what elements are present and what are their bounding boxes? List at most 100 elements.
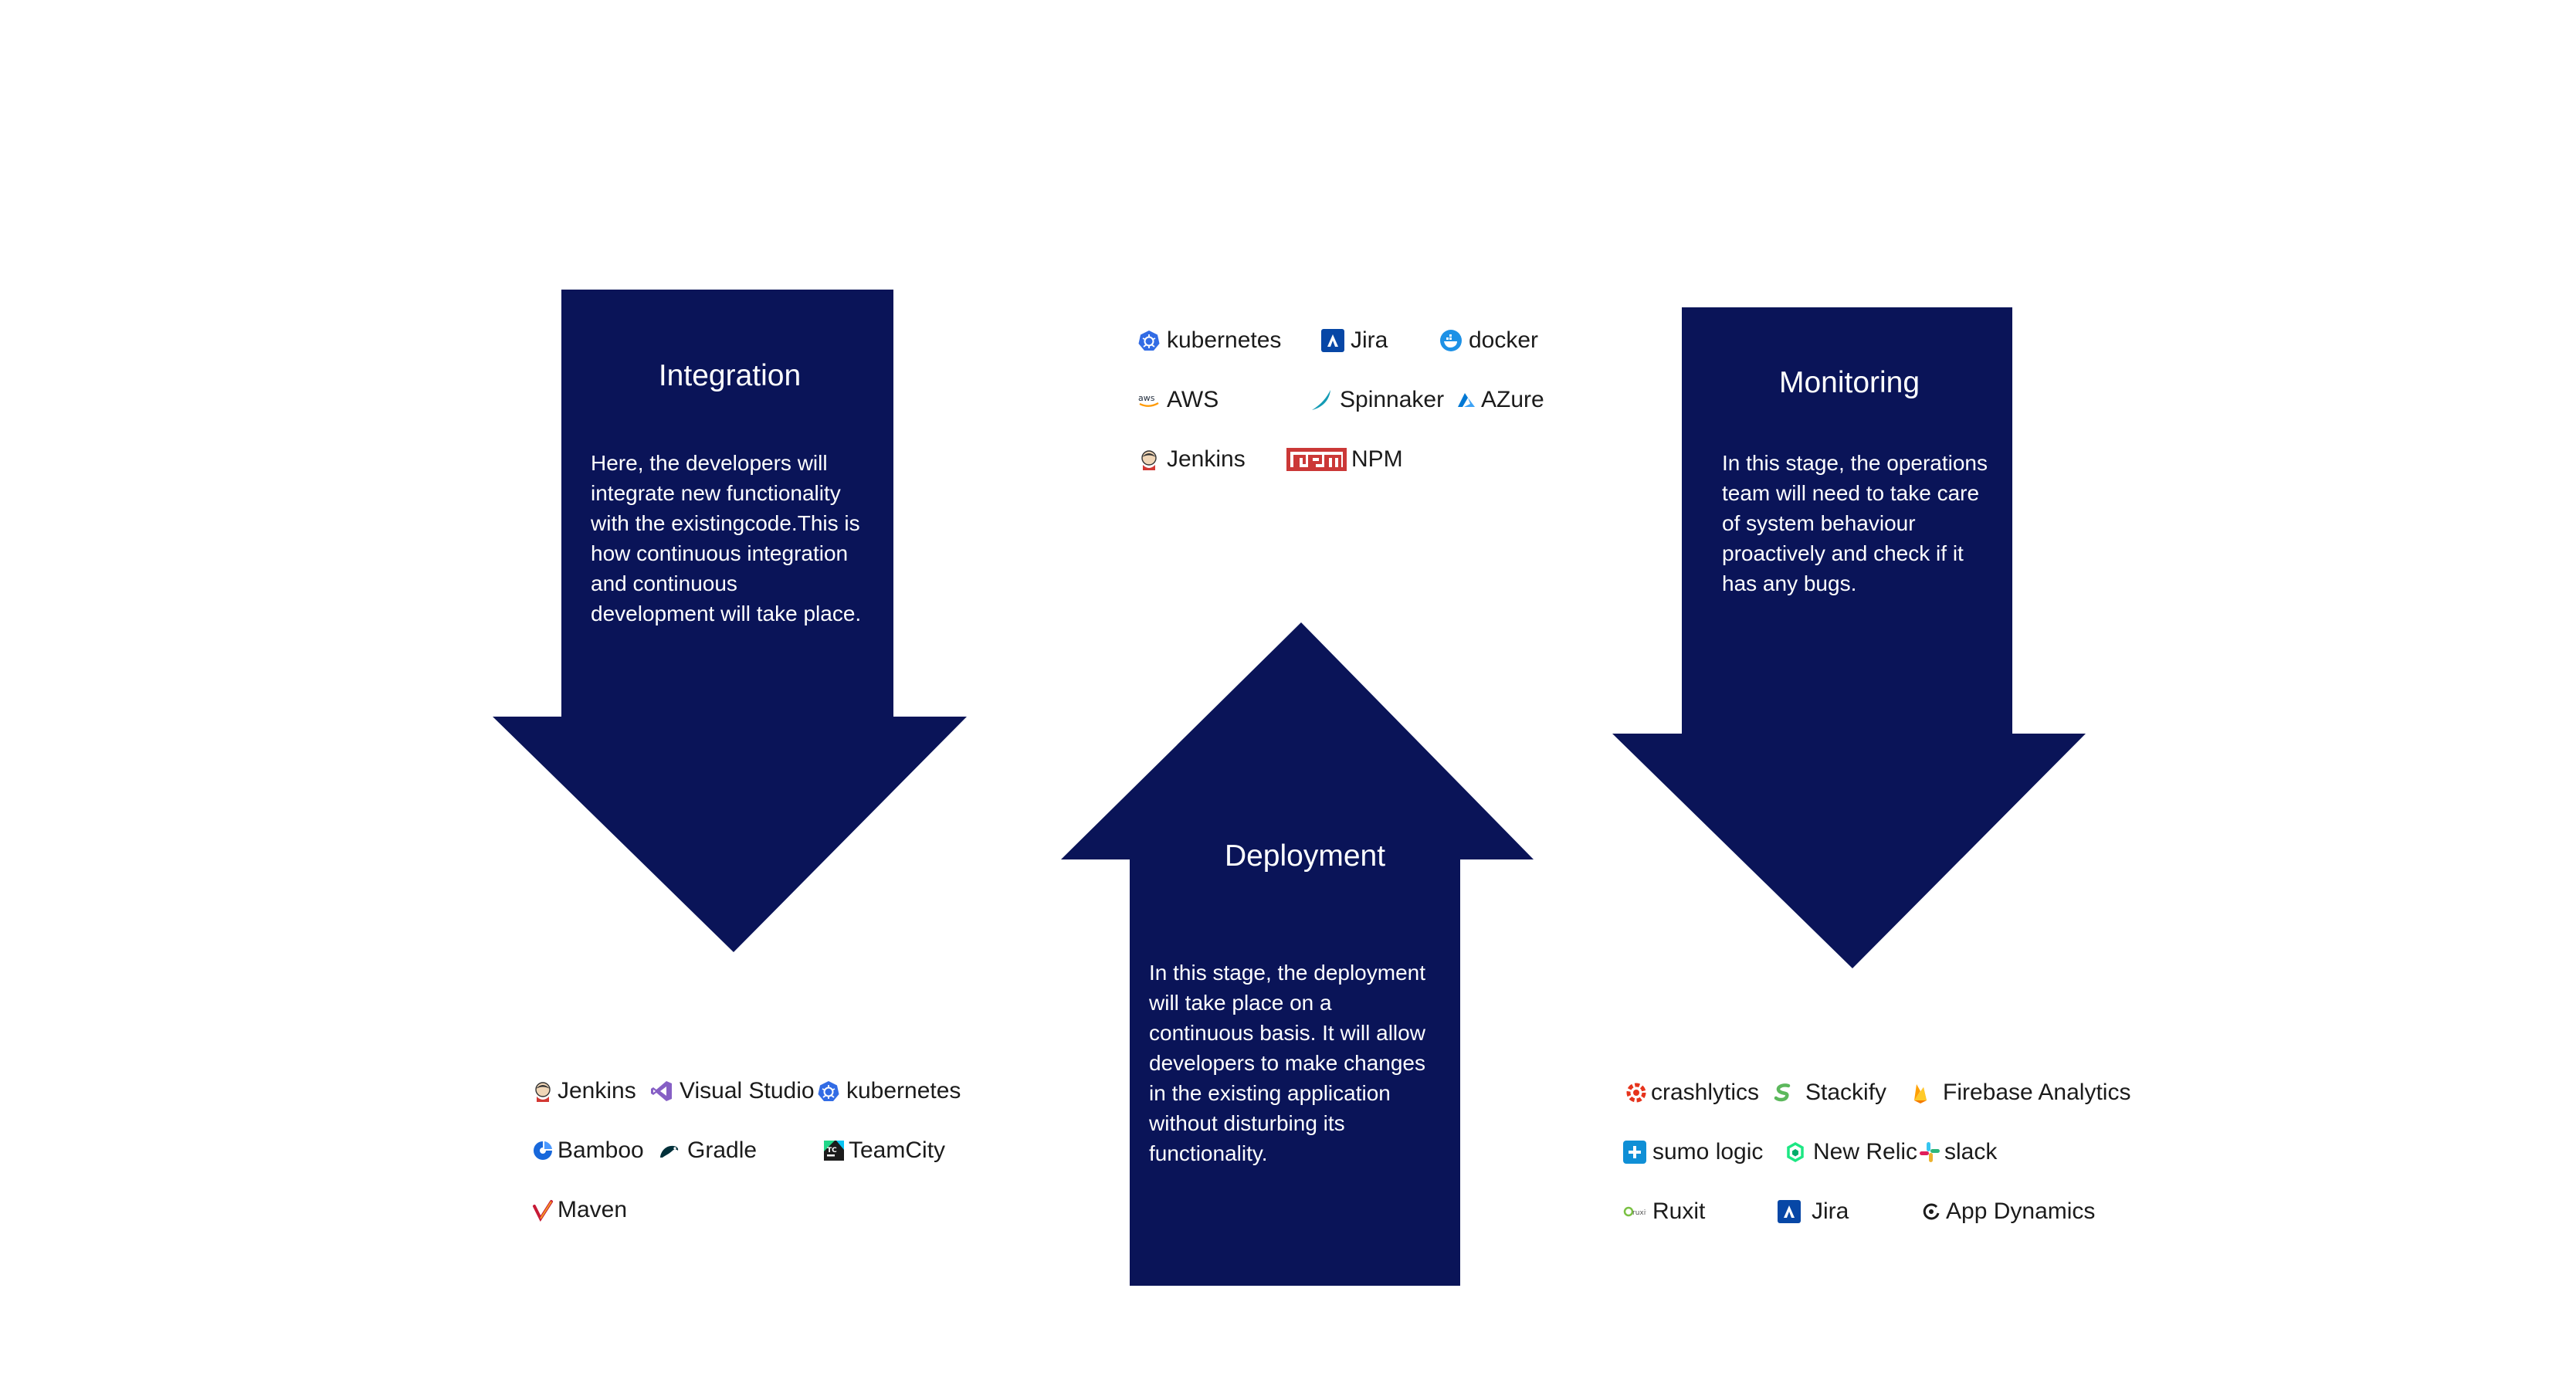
tool-kubernetes: kubernetes <box>817 1078 961 1104</box>
tool-label: App Dynamics <box>1946 1198 2096 1224</box>
description-line: without disturbing its <box>1149 1111 1345 1135</box>
tool-jenkins: Jenkins <box>531 1078 636 1104</box>
tool-label: slack <box>1944 1139 1998 1165</box>
integration-title: Integration <box>658 359 802 392</box>
tool-label: docker <box>1469 327 1539 353</box>
tool-label: AZure <box>1481 387 1544 412</box>
tool-slack: slack <box>1918 1139 1997 1165</box>
tool-label: Bamboo <box>558 1137 644 1163</box>
tool-label: New Relic <box>1813 1139 1918 1165</box>
spinnaker-icon <box>1310 388 1334 412</box>
npm-icon <box>1286 448 1347 471</box>
tool-spinnaker: Spinnaker <box>1310 387 1444 413</box>
tool-npm: NPM <box>1286 446 1403 473</box>
firebase-icon <box>1909 1081 1932 1104</box>
tool-docker: docker <box>1439 327 1538 354</box>
svg-text:ruxit: ruxit <box>1632 1209 1646 1217</box>
tool-sumo-logic: sumo logic <box>1623 1139 1763 1165</box>
tool-jenkins: Jenkins <box>1137 446 1246 473</box>
tool-label: Spinnaker <box>1340 387 1445 412</box>
tool-visual-studio: Visual Studio <box>650 1078 815 1104</box>
tool-label: TeamCity <box>849 1137 946 1163</box>
tool-label: sumo logic <box>1652 1139 1764 1165</box>
monitoring-description: In this stage, the operations team will … <box>1722 448 1988 598</box>
tool-label: Maven <box>558 1197 628 1222</box>
description-line: Here, the developers will <box>591 451 828 475</box>
tool-gradle: Gradle <box>658 1137 757 1164</box>
azure-icon <box>1455 388 1478 412</box>
tool-app-dynamics: App Dynamics <box>1920 1198 2095 1225</box>
ruxit-icon: ruxit <box>1623 1200 1646 1223</box>
description-line: team will need to take care <box>1722 481 1980 505</box>
description-line: functionality. <box>1149 1141 1268 1165</box>
tool-azure: AZure <box>1455 387 1544 413</box>
tool-kubernetes: kubernetes <box>1137 327 1281 354</box>
app-dynamics-icon <box>1920 1200 1943 1223</box>
description-line: In this stage, the deployment <box>1149 961 1425 985</box>
jira-icon <box>1321 329 1344 352</box>
description-line: proactively and check if it <box>1722 541 1964 565</box>
description-line: of system behaviour <box>1722 511 1916 535</box>
description-line: integrate new functionality <box>591 481 841 505</box>
tool-label: kubernetes <box>1167 327 1282 353</box>
tool-jira: Jira <box>1321 327 1388 354</box>
tool-label: Stackify <box>1805 1080 1887 1105</box>
deployment-arrow <box>1061 622 1534 1286</box>
kubernetes-icon <box>1137 329 1161 352</box>
kubernetes-icon <box>817 1080 840 1103</box>
integration-description: Here, the developers will integrate new … <box>591 448 861 629</box>
tool-bamboo: Bamboo <box>531 1137 644 1164</box>
maven-icon <box>531 1198 554 1222</box>
description-line: with the existingcode.This is <box>591 511 860 535</box>
jira-icon <box>1778 1200 1801 1223</box>
tool-label: Visual Studio <box>680 1078 815 1103</box>
jenkins-icon <box>1137 448 1161 471</box>
deployment-title: Deployment <box>1224 839 1386 873</box>
tool-label: Jenkins <box>558 1078 636 1103</box>
tool-stackify: Stackify <box>1771 1080 1886 1106</box>
gradle-icon <box>658 1139 681 1162</box>
new-relic-icon <box>1784 1141 1807 1164</box>
tool-label: Jira <box>1812 1198 1849 1224</box>
tool-label: Ruxit <box>1652 1198 1706 1224</box>
tool-aws: aws AWS <box>1137 387 1219 413</box>
docker-icon <box>1439 329 1463 352</box>
svg-text:aws: aws <box>1138 393 1155 403</box>
slack-icon <box>1918 1141 1941 1164</box>
bamboo-icon <box>531 1139 554 1162</box>
description-line: development will take place. <box>591 602 862 625</box>
description-line: in the existing application <box>1149 1081 1391 1105</box>
jenkins-icon <box>531 1080 554 1103</box>
tool-firebase-analytics: Firebase Analytics <box>1909 1080 2130 1106</box>
deployment-description: In this stage, the deployment will take … <box>1149 958 1425 1168</box>
description-line: will take place on a <box>1149 991 1332 1015</box>
tool-label: Gradle <box>687 1137 758 1163</box>
tool-label: Firebase Analytics <box>1943 1080 2131 1105</box>
tool-crashlytics: crashlytics <box>1625 1080 1759 1106</box>
svg-text:TC: TC <box>827 1147 837 1154</box>
description-line: developers to make changes <box>1149 1051 1425 1075</box>
description-line: continuous basis. It will allow <box>1149 1021 1425 1045</box>
description-line: and continuous <box>591 571 737 595</box>
visual-studio-icon <box>650 1080 673 1103</box>
description-line: has any bugs. <box>1722 571 1857 595</box>
tool-ruxit: ruxit Ruxit <box>1623 1198 1705 1225</box>
tool-label: crashlytics <box>1651 1080 1760 1105</box>
sumo-logic-icon <box>1623 1141 1646 1164</box>
monitoring-arrow <box>1612 307 2086 968</box>
crashlytics-icon <box>1625 1081 1648 1104</box>
tool-maven: Maven <box>531 1197 627 1223</box>
description-line: how continuous integration <box>591 541 849 565</box>
aws-icon: aws <box>1137 388 1161 412</box>
tool-teamcity: TC TeamCity <box>822 1137 945 1164</box>
integration-arrow <box>493 290 967 952</box>
tool-label: AWS <box>1167 387 1219 412</box>
description-line: In this stage, the operations <box>1722 451 1988 475</box>
monitoring-title: Monitoring <box>1778 366 1920 399</box>
tool-label: Jira <box>1351 327 1388 353</box>
tool-label: NPM <box>1351 446 1403 472</box>
teamcity-icon: TC <box>822 1139 846 1162</box>
tool-new-relic: New Relic <box>1784 1139 1917 1165</box>
